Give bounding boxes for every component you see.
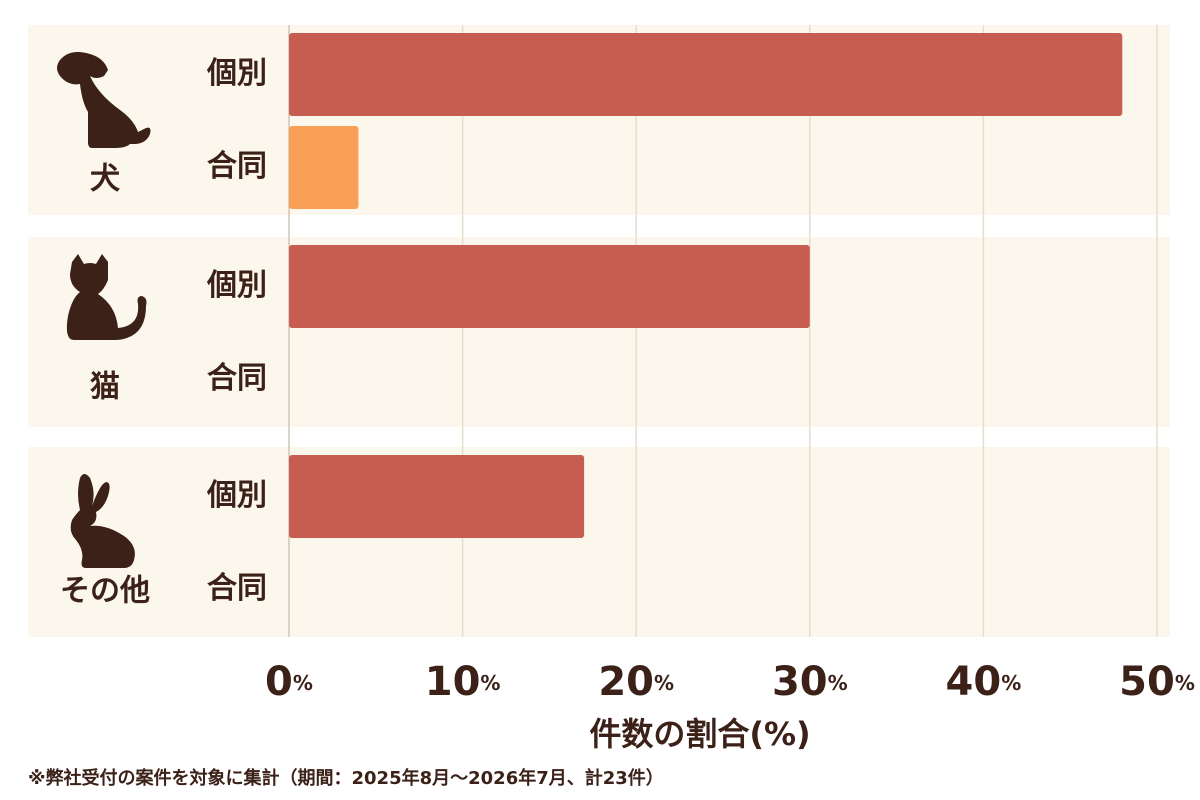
bar: [289, 126, 359, 209]
x-tick-label: 40%: [946, 659, 1022, 705]
bar: [289, 455, 585, 538]
dog-icon: [57, 52, 151, 148]
group-label: 犬: [90, 162, 120, 197]
x-tick-label: 20%: [598, 659, 674, 705]
series-label: 個別: [206, 478, 267, 513]
series-label: 個別: [206, 268, 267, 303]
x-tick-label: 50%: [1119, 659, 1195, 705]
series-label: 個別: [206, 56, 267, 91]
x-tick-label: 10%: [425, 659, 501, 705]
grid: [288, 25, 1158, 637]
group-label: その他: [60, 574, 150, 609]
x-tick-label: 0%: [265, 659, 313, 705]
footnote: ※弊社受付の案件を対象に集計（期間：2025年8月～2026年7月、計23件）: [28, 767, 664, 789]
x-tick-label: 30%: [772, 659, 848, 705]
group-panel: [28, 447, 1170, 637]
bar: [289, 33, 1123, 116]
rabbit-icon: [70, 474, 135, 568]
group-label: 猫: [90, 370, 120, 405]
icons: [57, 52, 151, 568]
series-label: 合同: [207, 571, 267, 606]
cat-icon: [66, 254, 147, 340]
series-label: 合同: [207, 361, 267, 396]
bars: [289, 33, 1123, 538]
bar: [289, 245, 810, 328]
series-label: 合同: [207, 149, 267, 184]
x-axis-title: 件数の割合(%): [589, 715, 810, 753]
panels: [28, 25, 1170, 637]
